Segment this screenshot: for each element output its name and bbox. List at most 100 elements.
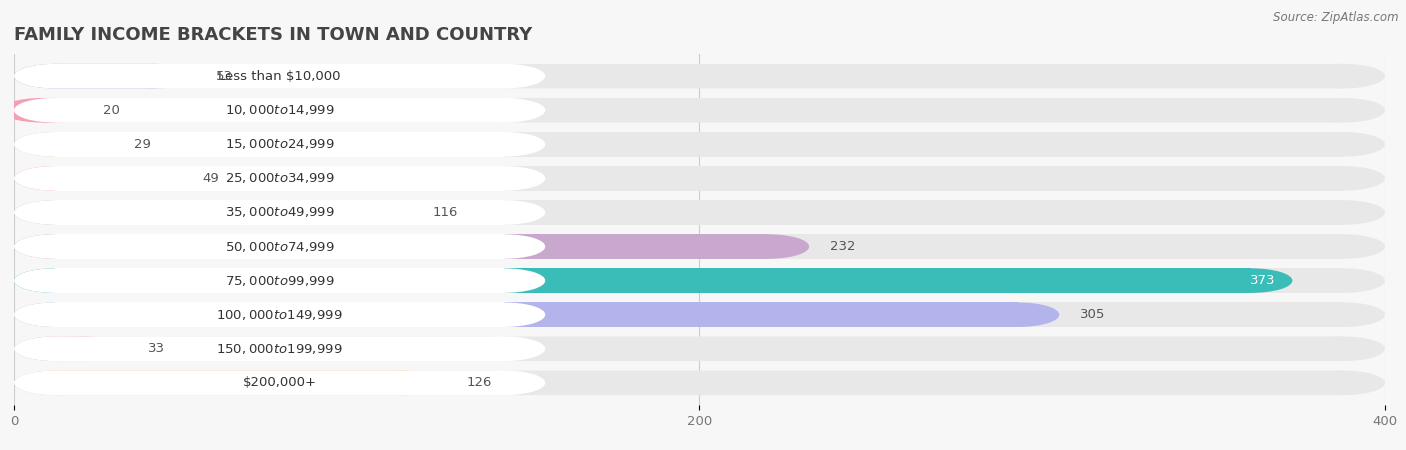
Ellipse shape bbox=[14, 98, 96, 122]
Ellipse shape bbox=[364, 371, 446, 395]
Ellipse shape bbox=[14, 132, 96, 157]
Bar bbox=[55, 200, 1344, 225]
Ellipse shape bbox=[463, 371, 546, 395]
Bar bbox=[55, 132, 1344, 157]
Text: 232: 232 bbox=[830, 240, 855, 253]
Bar bbox=[55, 98, 505, 122]
Ellipse shape bbox=[45, 337, 127, 361]
FancyBboxPatch shape bbox=[55, 234, 1344, 259]
Ellipse shape bbox=[463, 302, 546, 327]
Ellipse shape bbox=[1302, 302, 1385, 327]
Text: Less than $10,000: Less than $10,000 bbox=[218, 70, 340, 83]
FancyBboxPatch shape bbox=[55, 268, 1251, 293]
Ellipse shape bbox=[14, 64, 96, 88]
FancyBboxPatch shape bbox=[55, 200, 371, 225]
Ellipse shape bbox=[1302, 132, 1385, 157]
Ellipse shape bbox=[14, 166, 96, 191]
Ellipse shape bbox=[14, 371, 96, 395]
FancyBboxPatch shape bbox=[55, 166, 505, 191]
FancyBboxPatch shape bbox=[55, 98, 505, 122]
Text: 29: 29 bbox=[134, 138, 150, 151]
FancyBboxPatch shape bbox=[55, 302, 1018, 327]
Bar bbox=[55, 132, 505, 157]
FancyBboxPatch shape bbox=[55, 200, 505, 225]
Bar bbox=[55, 64, 1344, 88]
FancyBboxPatch shape bbox=[55, 64, 155, 88]
Text: Source: ZipAtlas.com: Source: ZipAtlas.com bbox=[1274, 11, 1399, 24]
Ellipse shape bbox=[1302, 268, 1385, 293]
Bar bbox=[55, 98, 1344, 122]
FancyBboxPatch shape bbox=[55, 302, 1344, 327]
FancyBboxPatch shape bbox=[55, 64, 1344, 88]
Bar bbox=[55, 302, 1344, 327]
FancyBboxPatch shape bbox=[55, 132, 72, 157]
Bar bbox=[55, 132, 72, 157]
Ellipse shape bbox=[0, 98, 83, 122]
Ellipse shape bbox=[1302, 166, 1385, 191]
FancyBboxPatch shape bbox=[55, 64, 505, 88]
Bar bbox=[55, 302, 505, 327]
Ellipse shape bbox=[463, 337, 546, 361]
Ellipse shape bbox=[31, 132, 114, 157]
Ellipse shape bbox=[14, 166, 96, 191]
Bar bbox=[55, 371, 505, 395]
FancyBboxPatch shape bbox=[55, 132, 505, 157]
Ellipse shape bbox=[14, 234, 96, 259]
Bar bbox=[55, 234, 505, 259]
Ellipse shape bbox=[14, 337, 96, 361]
Text: 33: 33 bbox=[148, 342, 165, 355]
Ellipse shape bbox=[14, 200, 96, 225]
FancyBboxPatch shape bbox=[55, 371, 505, 395]
Ellipse shape bbox=[14, 132, 96, 157]
FancyBboxPatch shape bbox=[55, 302, 505, 327]
Ellipse shape bbox=[463, 166, 546, 191]
Ellipse shape bbox=[329, 200, 412, 225]
Ellipse shape bbox=[1211, 268, 1292, 293]
FancyBboxPatch shape bbox=[55, 268, 505, 293]
Ellipse shape bbox=[14, 371, 96, 395]
FancyBboxPatch shape bbox=[42, 98, 55, 122]
FancyBboxPatch shape bbox=[55, 337, 86, 361]
Bar bbox=[42, 98, 55, 122]
Ellipse shape bbox=[14, 166, 96, 191]
Bar bbox=[55, 302, 1018, 327]
FancyBboxPatch shape bbox=[55, 166, 1344, 191]
Text: $25,000 to $34,999: $25,000 to $34,999 bbox=[225, 171, 335, 185]
Ellipse shape bbox=[14, 234, 96, 259]
Ellipse shape bbox=[14, 302, 96, 327]
Text: 305: 305 bbox=[1080, 308, 1105, 321]
FancyBboxPatch shape bbox=[55, 371, 405, 395]
Bar bbox=[55, 268, 505, 293]
Ellipse shape bbox=[463, 268, 546, 293]
Bar bbox=[55, 337, 1344, 361]
Bar bbox=[55, 371, 405, 395]
Ellipse shape bbox=[14, 337, 96, 361]
FancyBboxPatch shape bbox=[55, 166, 141, 191]
FancyBboxPatch shape bbox=[55, 234, 505, 259]
Ellipse shape bbox=[463, 98, 546, 122]
Bar bbox=[55, 337, 505, 361]
Ellipse shape bbox=[14, 268, 96, 293]
Ellipse shape bbox=[14, 268, 96, 293]
FancyBboxPatch shape bbox=[55, 98, 1344, 122]
Ellipse shape bbox=[14, 302, 96, 327]
FancyBboxPatch shape bbox=[55, 200, 1344, 225]
Bar bbox=[55, 166, 505, 191]
Bar bbox=[55, 200, 505, 225]
FancyBboxPatch shape bbox=[55, 371, 1344, 395]
Bar bbox=[55, 371, 1344, 395]
Text: 116: 116 bbox=[432, 206, 457, 219]
Text: $50,000 to $74,999: $50,000 to $74,999 bbox=[225, 239, 335, 253]
Text: $10,000 to $14,999: $10,000 to $14,999 bbox=[225, 103, 335, 117]
Ellipse shape bbox=[14, 98, 96, 122]
Ellipse shape bbox=[14, 337, 96, 361]
FancyBboxPatch shape bbox=[55, 234, 768, 259]
Ellipse shape bbox=[114, 64, 195, 88]
Ellipse shape bbox=[463, 200, 546, 225]
Ellipse shape bbox=[977, 302, 1059, 327]
Bar bbox=[55, 200, 371, 225]
FancyBboxPatch shape bbox=[55, 337, 505, 361]
Ellipse shape bbox=[14, 98, 96, 122]
Bar bbox=[55, 64, 505, 88]
Ellipse shape bbox=[1302, 337, 1385, 361]
